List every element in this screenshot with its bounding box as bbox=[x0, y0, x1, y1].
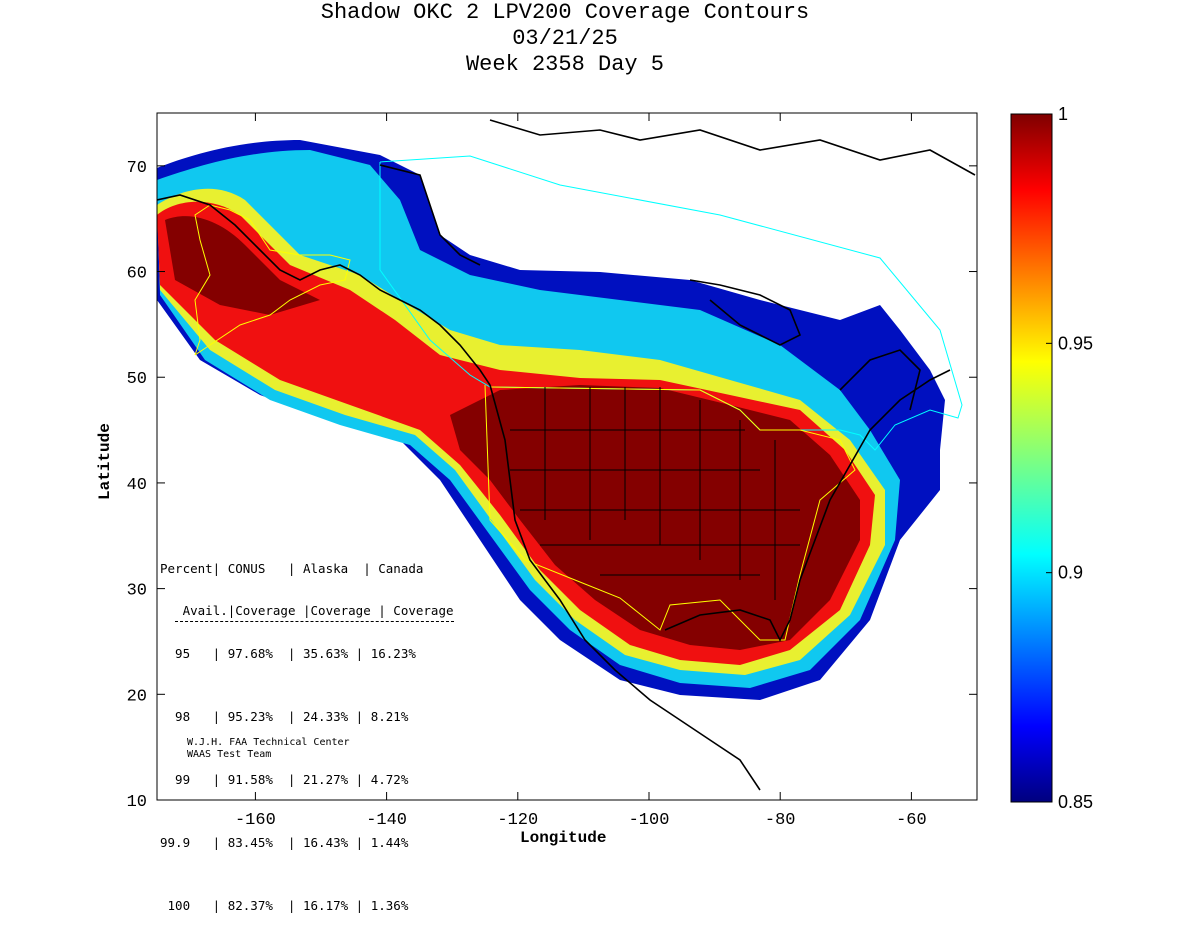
title-line-2: 03/21/25 bbox=[512, 26, 618, 51]
x-axis-ticks: -160 -140 -120 -100 -80 -60 bbox=[235, 113, 927, 830]
coverage-stats-table: Percent| CONUS | Alaska | Canada Avail.|… bbox=[160, 516, 454, 937]
y-tick-label: 20 bbox=[127, 687, 147, 706]
stats-row: 99 | 91.58% | 21.27% | 4.72% bbox=[160, 772, 409, 787]
stats-header-2: Avail.|Coverage |Coverage | Coverage bbox=[175, 600, 454, 622]
y-tick-label: 40 bbox=[127, 476, 147, 495]
y-tick-label: 30 bbox=[127, 582, 147, 601]
colorbar-tick-label: 1 bbox=[1058, 104, 1068, 124]
credit-line-1: W.J.H. FAA Technical Center bbox=[187, 737, 350, 748]
coverage-band-max bbox=[165, 216, 860, 650]
state-boundaries bbox=[510, 387, 800, 600]
coastlines bbox=[157, 119, 976, 791]
x-tick-label: -80 bbox=[765, 811, 796, 830]
x-tick-label: -60 bbox=[896, 811, 927, 830]
plot-frame bbox=[156, 112, 978, 801]
canada-service-boundary bbox=[379, 155, 963, 451]
colorbar-ticks: 1 0.95 0.9 0.85 bbox=[1046, 104, 1093, 812]
stats-row: 95 | 97.68% | 35.63% | 16.23% bbox=[160, 646, 416, 661]
alaska-service-boundary bbox=[194, 204, 351, 356]
y-tick-label: 50 bbox=[127, 370, 147, 389]
x-axis-title: Longitude bbox=[520, 829, 607, 847]
colorbar bbox=[1010, 113, 1053, 803]
stats-row: 100 | 82.37% | 16.17% | 1.36% bbox=[160, 898, 409, 913]
title-line-3: Week 2358 Day 5 bbox=[465, 52, 665, 77]
colorbar-tick-label: 0.9 bbox=[1058, 563, 1083, 583]
x-tick-label: -120 bbox=[497, 811, 538, 830]
y-axis-ticks: 10 20 30 40 50 60 70 bbox=[127, 159, 977, 812]
stats-header-1: Percent| CONUS | Alaska | Canada bbox=[160, 561, 424, 576]
colorbar-tick-label: 0.95 bbox=[1058, 333, 1093, 353]
conus-service-boundary bbox=[484, 384, 856, 641]
y-tick-label: 10 bbox=[127, 793, 147, 812]
x-tick-label: -100 bbox=[629, 811, 670, 830]
title-block: Shadow OKC 2 LPV200 Coverage Contours 03… bbox=[0, 0, 1130, 78]
credit-line-2: WAAS Test Team bbox=[187, 749, 272, 760]
y-tick-label: 60 bbox=[127, 265, 147, 284]
colorbar-tick-label: 0.85 bbox=[1058, 792, 1093, 812]
title-line-1: Shadow OKC 2 LPV200 Coverage Contours bbox=[320, 0, 810, 25]
y-tick-label: 70 bbox=[127, 159, 147, 178]
y-axis-title: Latitude bbox=[96, 423, 114, 500]
credit-block: W.J.H. FAA Technical Center WAAS Test Te… bbox=[187, 737, 350, 761]
stats-row: 98 | 95.23% | 24.33% | 8.21% bbox=[160, 709, 409, 724]
coverage-contours bbox=[157, 119, 976, 791]
x-tick-label: -140 bbox=[366, 811, 407, 830]
stats-row: 99.9 | 83.45% | 16.43% | 1.44% bbox=[160, 835, 409, 850]
x-tick-label: -160 bbox=[235, 811, 276, 830]
